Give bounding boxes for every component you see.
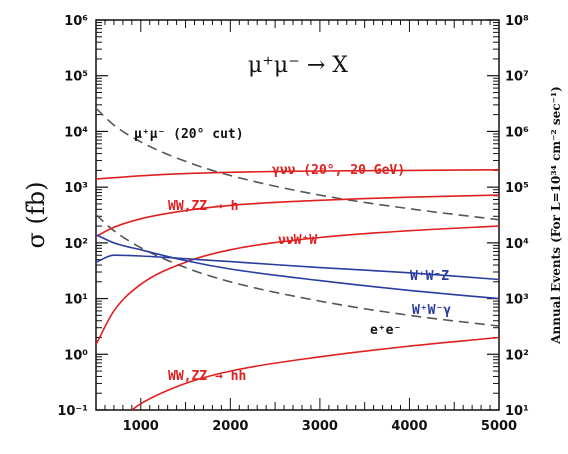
y2-tick-label: 10⁷ [505,70,529,85]
y2-tick-label: 10¹ [505,404,529,419]
y2-tick-label: 10⁸ [505,14,529,29]
x-tick-label: 3000 [302,419,338,434]
annotation-wwzz-hh: WW,ZZ → hh [168,369,246,384]
y-tick-label: 10⁴ [64,125,88,140]
series-line-7 [131,336,499,410]
series-line-0 [96,107,499,221]
y-tick-label: 10² [64,237,88,252]
y2-tick-label: 10² [505,348,529,363]
chart-title: μ⁺μ⁻ → X [248,53,348,78]
y2-tick-label: 10⁴ [505,237,529,252]
annotation-mumu-cut: μ⁺μ⁻ (20° cut) [134,127,244,142]
tick-labels: 10⁻¹ 10⁰ 10¹ 10² 10³ 10⁴ 10⁵ 10⁶ 10¹ 10² 10³ 10⁴ 10⁵… [57,14,529,434]
annotation-wwz: W⁺W⁻Z [410,269,449,284]
y-tick-label: 10⁻¹ [57,404,88,419]
series-line-4 [96,225,499,345]
y2-axis-title: Annual Events (For L=10³⁴ cm⁻² sec⁻¹) [549,86,563,345]
x-tick-label: 4000 [391,419,427,434]
series-line-1 [96,214,499,327]
annotation-wwzz-h: WW,ZZ → h [168,199,238,214]
annotation-gamma-nunu: γνν (20°, 20 GeV) [272,163,405,178]
y2-tick-label: 10³ [505,293,529,308]
annotation-ee: e⁺e⁻ [370,323,401,338]
series-line-2 [96,169,499,180]
y2-tick-label: 10⁵ [505,181,529,196]
annotation-nunu-ww: ννW⁺W⁻ [278,233,325,248]
y-tick-label: 10⁵ [64,70,88,85]
y-tick-label: 10¹ [64,293,88,308]
y-tick-label: 10⁰ [64,348,88,363]
series-line-3 [96,194,499,238]
annotation-ww-gamma: W⁺W⁻γ [412,303,451,318]
series-lines [96,107,499,410]
series-line-6 [96,233,499,300]
y-tick-label: 10⁶ [64,14,88,29]
x-tick-label: 1000 [123,419,159,434]
y2-tick-label: 10⁶ [505,125,529,140]
x-tick-label: 5000 [481,419,517,434]
y-axis-title: σ (fb) [22,182,50,249]
series-line-5 [96,254,499,281]
x-tick-label: 2000 [212,419,248,434]
y-tick-label: 10³ [64,181,88,196]
